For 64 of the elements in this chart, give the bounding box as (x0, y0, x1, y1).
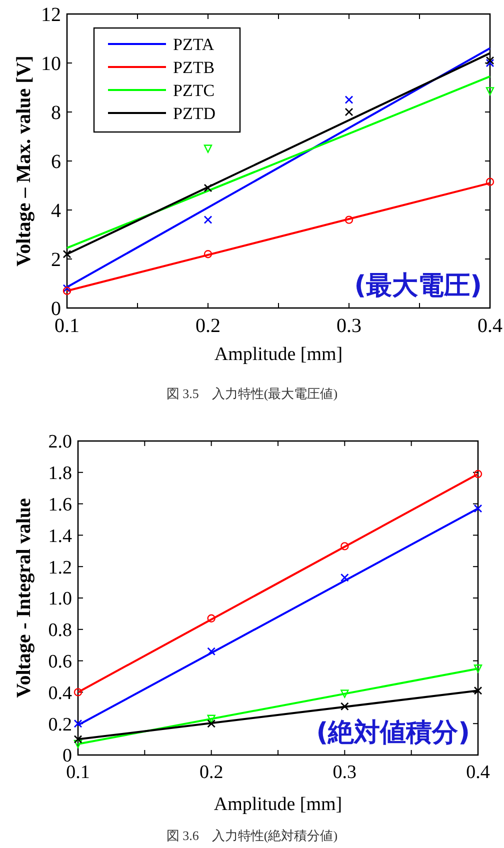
point (62, 250, 72, 258)
legend-label: PZTC (173, 81, 215, 100)
y-tick-label: 2 (51, 249, 61, 271)
point (62, 284, 72, 293)
point (207, 719, 216, 728)
legend-label: PZTD (173, 104, 216, 123)
point (344, 108, 354, 116)
point (486, 178, 494, 186)
x-axis-title: Amplitude [mm] (214, 344, 343, 365)
point (207, 647, 216, 656)
y-tick-label: 0.4 (48, 682, 72, 704)
y-tick-label: 0.6 (48, 651, 72, 672)
point (344, 216, 354, 224)
y-tick-label: 1.4 (48, 526, 72, 547)
y-tick-label: 0.2 (48, 714, 72, 736)
point (340, 542, 349, 550)
y-tick-label: 1.2 (48, 557, 72, 578)
y-axis-title: Voltage - Integral value (13, 498, 35, 698)
legend-label: PZTA (173, 35, 215, 54)
point (204, 216, 212, 224)
point (204, 144, 212, 153)
y-tick-label: 6 (51, 151, 61, 173)
y-tick-label: 4 (51, 200, 61, 222)
x-tick-label: 0.1 (66, 762, 90, 783)
x-tick-label: 0.3 (332, 762, 357, 783)
point (74, 688, 82, 696)
annotation: (最大電圧) (354, 271, 482, 301)
x-axis-title: Amplitude [mm] (214, 794, 342, 815)
point (486, 56, 494, 65)
point (344, 96, 354, 104)
y-tick-label: 0.8 (48, 620, 72, 642)
x-tick-label: 0.4 (466, 762, 490, 783)
legend-label: PZTB (173, 58, 215, 77)
caption: 図 3.5 入力特性(最大電圧値) (166, 386, 338, 401)
x-tick-label: 0.3 (336, 315, 362, 337)
caption: 図 3.6 入力特性(絶対積分値) (166, 828, 338, 843)
point (474, 664, 482, 673)
point (74, 719, 82, 728)
point (486, 87, 494, 96)
y-tick-label: 12 (41, 4, 61, 26)
y-tick-label: 2.0 (48, 432, 72, 453)
point (474, 504, 482, 513)
point (74, 735, 82, 744)
y-axis-title: Voltage – Max. value [V] (13, 56, 35, 266)
point (62, 286, 72, 295)
y-tick-label: 10 (41, 53, 61, 75)
point (474, 470, 482, 478)
point (207, 714, 216, 723)
x-tick-label: 0.2 (199, 762, 224, 783)
point (340, 690, 349, 698)
x-tick-label: 0.2 (196, 315, 220, 337)
y-tick-label: 1.8 (48, 463, 72, 484)
point (204, 250, 212, 258)
point (207, 614, 216, 623)
point (340, 573, 349, 582)
y-tick-label: 1.6 (48, 494, 72, 516)
y-tick-label: 8 (51, 102, 61, 124)
point (486, 58, 494, 68)
point (74, 740, 82, 748)
x-tick-label: 0.4 (478, 315, 502, 337)
y-tick-label: 1.0 (48, 588, 72, 610)
point (204, 184, 212, 192)
annotation: (絶対値積分) (316, 718, 470, 748)
point (340, 702, 349, 711)
